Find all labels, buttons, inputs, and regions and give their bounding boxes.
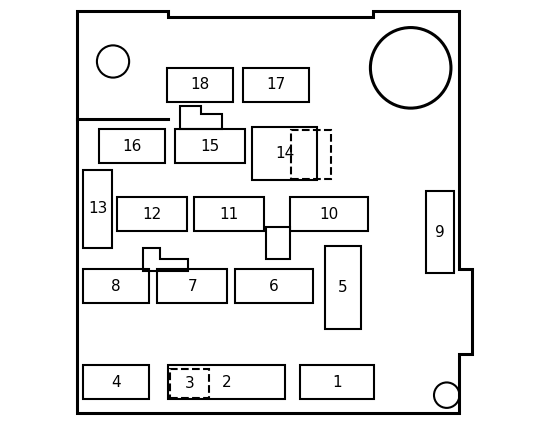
Text: 11: 11	[219, 206, 238, 222]
Text: 5: 5	[338, 280, 348, 295]
Bar	[157, 269, 227, 303]
Bar	[300, 365, 374, 399]
Bar	[168, 365, 285, 399]
Bar	[325, 246, 361, 329]
Circle shape	[370, 28, 451, 108]
Text: 12: 12	[142, 206, 162, 222]
Text: 10: 10	[320, 206, 339, 222]
Bar	[84, 365, 149, 399]
Bar	[291, 130, 332, 179]
Bar	[243, 68, 309, 102]
Bar	[290, 197, 368, 231]
Text: 7: 7	[188, 279, 197, 294]
Bar	[84, 170, 112, 248]
Bar	[117, 197, 187, 231]
Bar	[252, 127, 317, 180]
Text: 8: 8	[112, 279, 121, 294]
Bar	[235, 269, 313, 303]
Text: 3: 3	[184, 376, 194, 391]
Text: 1: 1	[332, 375, 342, 390]
Polygon shape	[77, 11, 472, 413]
Bar	[194, 197, 263, 231]
Text: 4: 4	[112, 375, 121, 390]
Text: 2: 2	[222, 375, 231, 390]
Text: 14: 14	[275, 146, 294, 161]
Bar	[426, 191, 454, 273]
Text: 17: 17	[266, 77, 285, 92]
Bar	[175, 129, 245, 163]
Text: 6: 6	[269, 279, 279, 294]
Bar	[99, 129, 165, 163]
Text: 18: 18	[190, 77, 210, 92]
Bar	[170, 369, 209, 398]
Bar	[266, 227, 290, 259]
Text: 16: 16	[122, 139, 141, 154]
Bar	[84, 269, 149, 303]
Text: 15: 15	[201, 139, 220, 154]
Text: 9: 9	[435, 225, 445, 240]
Text: 13: 13	[88, 201, 107, 216]
Bar	[167, 68, 233, 102]
